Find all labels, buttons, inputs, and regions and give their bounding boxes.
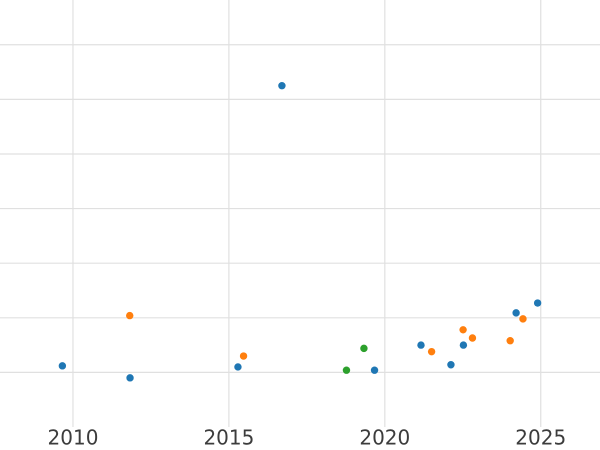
data-point-blue	[278, 82, 286, 90]
data-point-blue	[459, 341, 468, 349]
data-point-orange	[468, 334, 477, 342]
data-point-orange	[427, 347, 436, 356]
gridlines	[0, 0, 600, 427]
data-point-orange	[519, 315, 527, 323]
data-point-blue	[417, 341, 425, 349]
data-point-green	[342, 366, 351, 374]
series-orange	[126, 311, 527, 360]
x-tick-label: 2010	[48, 426, 99, 450]
data-point-green	[360, 344, 368, 353]
data-point-blue	[447, 361, 455, 369]
x-tick-label: 2015	[203, 426, 254, 450]
data-point-orange	[126, 311, 134, 320]
x-tick-label: 2025	[515, 426, 566, 450]
data-point-blue	[234, 363, 242, 371]
data-point-blue	[533, 299, 542, 307]
data-point-blue	[58, 362, 67, 370]
data-point-orange	[506, 337, 514, 345]
data-point-blue	[126, 374, 134, 382]
data-point-blue	[512, 309, 520, 317]
data-point-orange	[459, 326, 467, 334]
series-green	[342, 344, 368, 374]
x-tick-labels: 2010 2015 2020 2025	[48, 426, 567, 450]
data-point-orange	[239, 352, 248, 360]
series-blue	[58, 82, 542, 382]
x-tick-label: 2020	[359, 426, 410, 450]
data-point-blue	[370, 366, 379, 374]
